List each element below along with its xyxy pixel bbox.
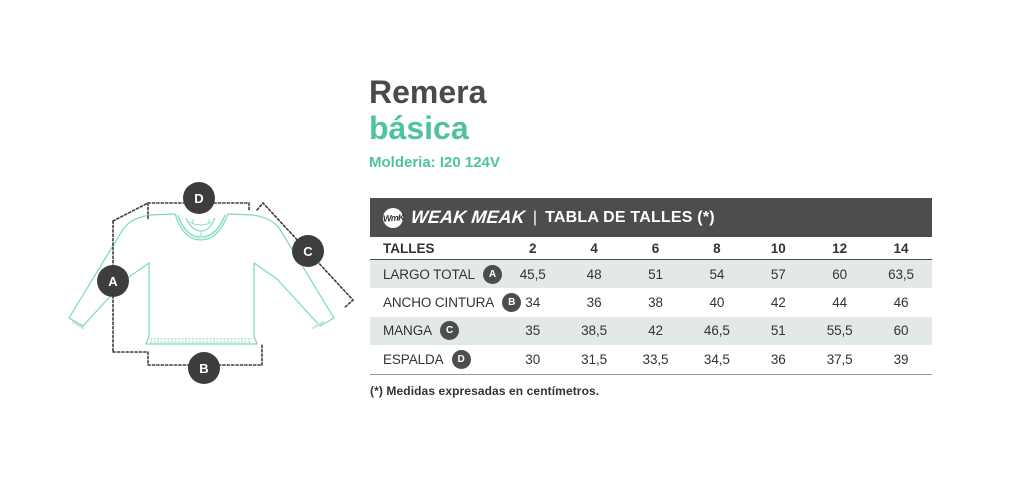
- svg-text:C: C: [303, 244, 313, 259]
- svg-text:A: A: [108, 274, 118, 289]
- svg-text:B: B: [199, 361, 208, 376]
- svg-text:D: D: [194, 191, 203, 206]
